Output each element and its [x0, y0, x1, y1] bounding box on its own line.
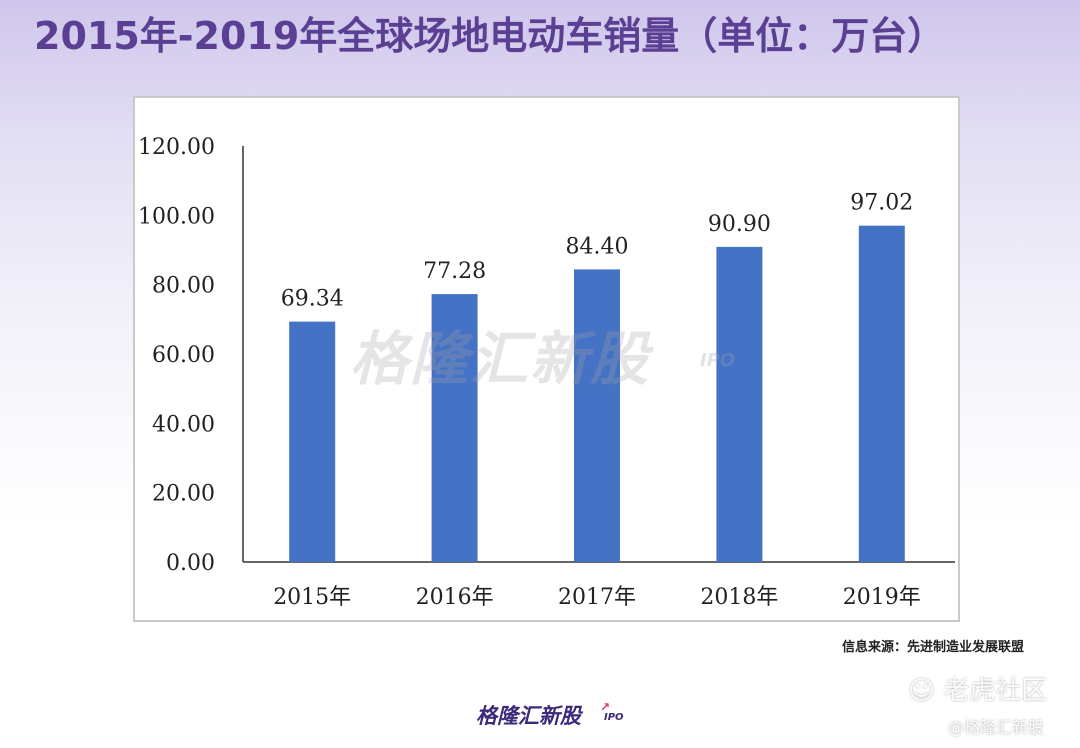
bar	[289, 321, 336, 562]
y-tick-label: 40.00	[152, 412, 215, 437]
data-label: 90.90	[708, 212, 771, 237]
bar	[431, 294, 478, 562]
watermark-gelonghui-handle: @格隆汇新股	[948, 718, 1045, 737]
data-label: 84.40	[566, 234, 629, 259]
y-tick-label: 20.00	[152, 482, 215, 507]
y-tick-label: 0.00	[166, 551, 215, 576]
bottom-logo-ipo: IPO	[604, 712, 624, 723]
watermark-brand-text: 格隆汇新股	[350, 325, 651, 393]
data-label: 77.28	[423, 259, 486, 284]
x-tick-label: 2019年	[843, 585, 921, 610]
x-tick-label: 2015年	[273, 585, 351, 610]
data-label: 69.34	[281, 287, 344, 312]
chart-panel: 0.00 20.00 40.00 60.00 80.00 100.00 120.00 69.3…	[133, 96, 960, 622]
bar	[574, 269, 620, 562]
x-tick-label: 2018年	[700, 585, 778, 610]
bottom-logo-text: 格隆汇新股	[476, 704, 581, 728]
page-title: 2015年-2019年全球场地电动车销量（单位：万台）	[34, 14, 946, 58]
bar	[716, 246, 763, 562]
data-label: 97.02	[850, 191, 913, 216]
logo-arrow-icon: ↗	[600, 700, 611, 714]
bar	[858, 225, 905, 562]
y-tick-label: 120.00	[138, 135, 215, 160]
bar-chart: 0.00 20.00 40.00 60.00 80.00 100.00 120.00 69.3…	[138, 135, 955, 610]
y-tick-label: 100.00	[138, 204, 215, 229]
watermark-tiger-text: 老虎社区	[943, 676, 1048, 706]
x-tick-label: 2017年	[558, 585, 636, 610]
y-tick-label: 60.00	[152, 343, 215, 368]
x-tick-label: 2016年	[416, 585, 494, 610]
watermark-ipo-text: IPO	[700, 350, 736, 371]
watermark-tiger-community: ☺ 老虎社区	[908, 670, 1047, 707]
tiger-logo-icon: ☺	[908, 676, 936, 706]
source-note: 信息来源：先进制造业发展联盟	[841, 640, 1024, 655]
y-tick-label: 80.00	[152, 274, 215, 299]
